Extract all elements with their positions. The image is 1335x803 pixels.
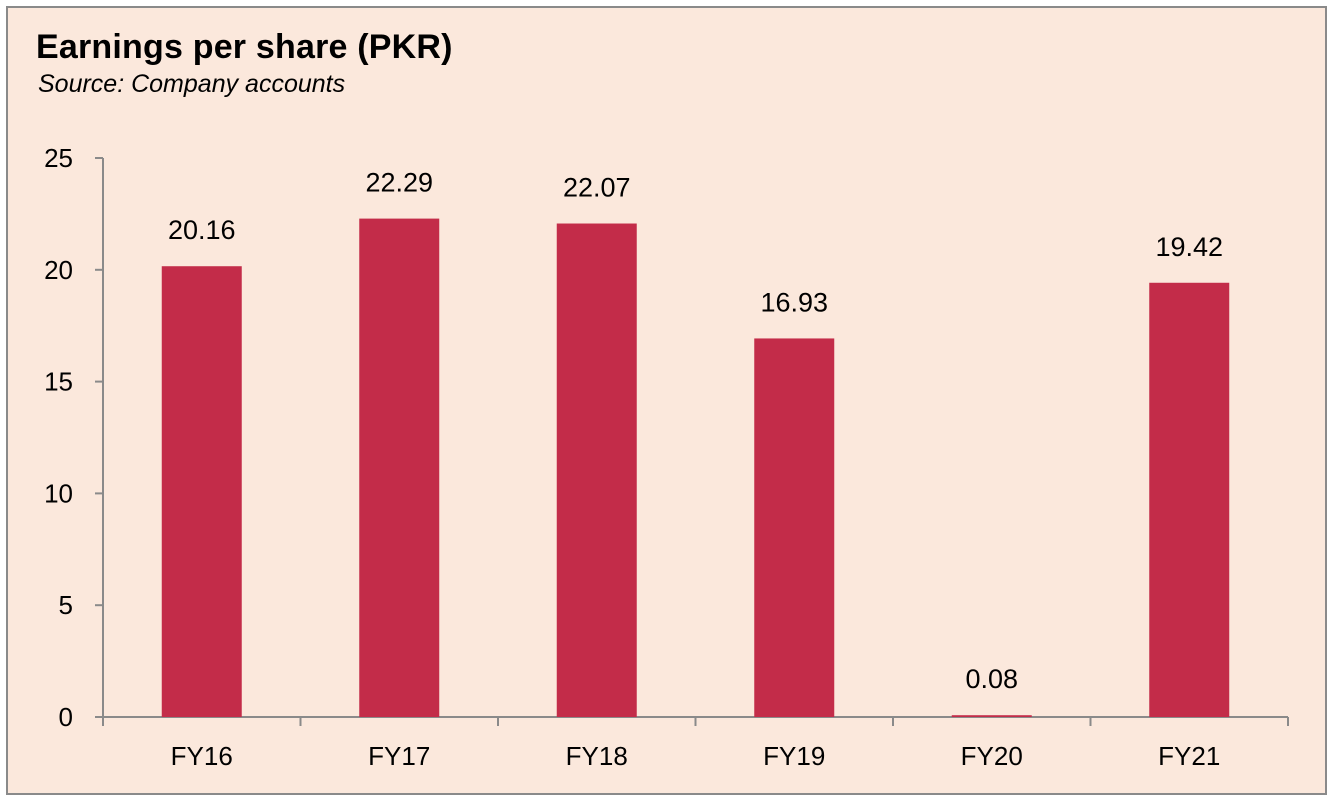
x-tick-label: FY19: [763, 741, 825, 771]
x-tick-label: FY17: [368, 741, 430, 771]
bars: [161, 218, 1230, 718]
data-label: 16.93: [760, 287, 828, 317]
bar: [359, 218, 440, 718]
x-tick-label: FY18: [566, 741, 628, 771]
y-tick-label: 20: [44, 255, 73, 285]
x-tick-label: FY16: [171, 741, 233, 771]
chart-title: Earnings per share (PKR): [36, 28, 453, 66]
bar: [161, 266, 242, 717]
data-label: 22.29: [365, 168, 433, 198]
data-labels: FY16 20.16 FY17 22.29 FY18 22.07 FY19 16.93 FY20…: [168, 168, 1223, 771]
axes: 0 5 10 15 20 25: [44, 143, 1289, 732]
y-tick-label: 5: [59, 590, 73, 620]
chart-subtitle: Source: Company accounts: [38, 70, 346, 98]
y-tick-label: 10: [44, 478, 73, 508]
data-label: 20.16: [168, 215, 236, 245]
data-label: 0.08: [965, 664, 1018, 694]
x-tick-label: FY20: [961, 741, 1023, 771]
bar: [951, 715, 1032, 717]
y-tick-label: 0: [59, 702, 73, 732]
data-label: 19.42: [1155, 232, 1223, 262]
bar: [1149, 282, 1230, 717]
x-tick-label: FY21: [1158, 741, 1220, 771]
bar: [754, 338, 835, 717]
y-tick-label: 15: [44, 367, 73, 397]
data-label: 22.07: [563, 173, 631, 203]
y-tick-label: 25: [44, 143, 73, 173]
bar: [556, 223, 637, 717]
